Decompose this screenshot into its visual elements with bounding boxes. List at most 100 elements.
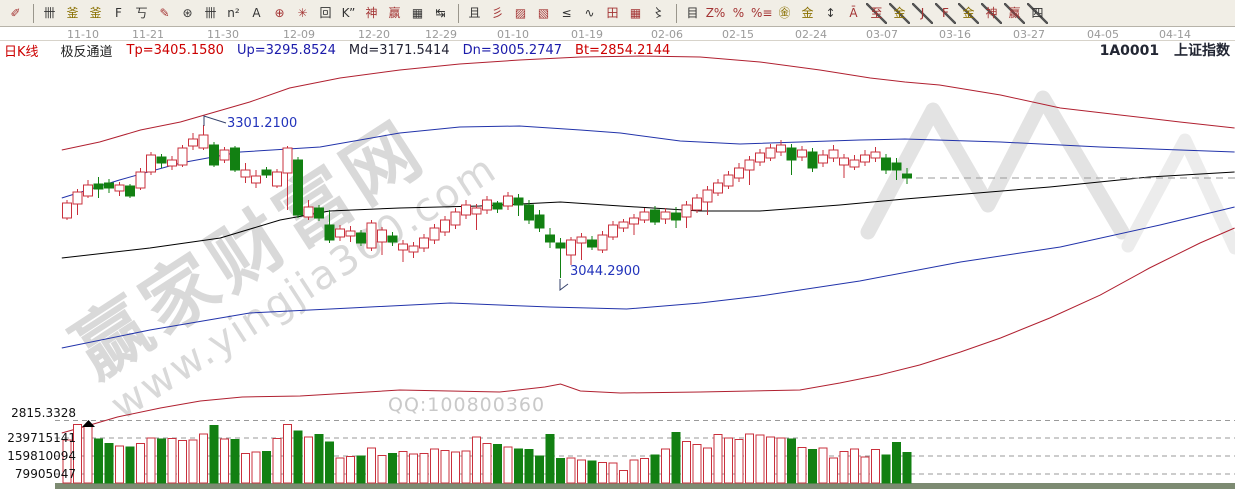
volume-bar [220, 438, 229, 484]
tool-icon-1-4[interactable]: 丂 [135, 5, 148, 20]
volume-bar [73, 423, 82, 484]
tool-icon-3-4[interactable]: ㊎ [778, 5, 791, 20]
candle-body [587, 239, 597, 248]
volume-bar [356, 455, 366, 484]
volume-bar [419, 452, 429, 484]
volume-bar [115, 445, 124, 484]
tool-icon-2-3[interactable]: ▧ [537, 5, 550, 20]
toolbar-separator [676, 3, 677, 23]
tool-icon-2-7[interactable]: ▦ [629, 5, 642, 20]
tool-icon-1-0[interactable]: 卌 [43, 5, 56, 20]
tool-icon-1-8[interactable]: n² [227, 5, 240, 20]
volume-bar [398, 451, 408, 484]
date-tick-03-16: 03-16 [939, 28, 971, 41]
tool-icon-2-6[interactable]: 田 [606, 5, 619, 20]
indicator-md-value: Md=3171.5414 [348, 43, 450, 58]
volume-bar [451, 451, 460, 484]
tool-icon-2-5[interactable]: ∿ [584, 5, 595, 20]
volume-bar [125, 446, 135, 484]
tool-icon-1-16[interactable]: ▦ [411, 5, 424, 20]
candle-body [860, 154, 870, 163]
candle-body [440, 219, 450, 233]
volume-bar [797, 446, 807, 484]
channel-line-Dn [61, 206, 1235, 349]
tool-icon-1-9[interactable]: A [252, 5, 261, 20]
tool-icon-3-12[interactable]: 金 [958, 2, 979, 24]
candle-body [209, 144, 219, 166]
volume-bar [325, 441, 334, 484]
tool-icon-1-15[interactable]: 赢 [388, 5, 401, 20]
candle-body [377, 229, 387, 243]
tool-icon-3-10[interactable]: J [912, 2, 933, 24]
indicator-up-value: Up=3295.8524 [236, 43, 336, 58]
date-axis: 11-10 11-21 11-30 12-09 12-20 12-29 01-10 01-19… [0, 28, 1235, 41]
tool-icon-3-14[interactable]: 赢 [1004, 2, 1025, 24]
candle-body [114, 184, 125, 192]
tool-icon-3-7[interactable]: Ā [849, 5, 858, 20]
candle-body [818, 154, 828, 164]
volume-bar [619, 470, 628, 484]
candle-body [849, 159, 860, 168]
watermark-zigzag [860, 90, 1130, 240]
tool-icon-1-6[interactable]: ⊛ [182, 5, 193, 20]
tool-icon-1-13[interactable]: K” [341, 5, 356, 20]
tool-icon-3-11[interactable]: F [935, 2, 956, 24]
volume-bar [272, 437, 282, 484]
tool-icon-2-1[interactable]: 彡 [491, 5, 504, 20]
toolbar-separator [458, 3, 459, 23]
candle-body [713, 182, 723, 194]
date-tick-11-30: 11-30 [207, 28, 239, 41]
candle-body [881, 157, 891, 171]
tool-icon-1-2[interactable]: 釜 [89, 5, 102, 20]
tool-icon-3-15[interactable]: 四 [1027, 2, 1048, 24]
tool-icon-3-6[interactable]: ↕ [825, 5, 836, 20]
tool-icon-1-14[interactable]: 神 [365, 5, 378, 20]
tool-icon-2-8[interactable]: 〻 [652, 5, 665, 20]
candle-body [513, 197, 524, 206]
tool-icon-1-10[interactable]: ⊕ [274, 5, 285, 20]
volume-baseline-strip [55, 483, 1235, 489]
tool-icon-2-0[interactable]: 且 [468, 5, 481, 20]
tool-icon-3-9[interactable]: 金 [889, 2, 910, 24]
tool-icon-3-3[interactable]: %≡ [751, 5, 773, 20]
candle-body [345, 230, 356, 237]
tool-icon-2-4[interactable]: ≤ [561, 5, 572, 20]
tool-icon-3-2[interactable]: % [732, 5, 745, 20]
tool-icon-3-5[interactable]: 金 [801, 5, 814, 20]
tool-icon-2-2[interactable]: ▨ [514, 5, 527, 20]
tool-icon-3-1[interactable]: Z% [705, 5, 726, 20]
tool-icon-1-11[interactable]: ✳ [297, 5, 308, 20]
candle-body [608, 224, 618, 238]
candle-body [482, 199, 492, 211]
candle-body [104, 182, 114, 189]
candle-body [503, 195, 513, 207]
drawing-toolbar: ✐ 卌釜釜 F 丂 ✎ ⊛ 卌 n² A ⊕ ✳ 回 K” 神赢 ▦ ↹ 且彡 ▨ ▧ ≤ ∿ 田 ▦ 〻目 Z%% %≡ ㊎金 ↕ Ā… [0, 0, 1235, 27]
candle-body [555, 242, 566, 249]
candle-body [566, 239, 576, 256]
candle-body [734, 167, 744, 179]
volume-bar [377, 455, 387, 484]
volume-bar [388, 452, 397, 484]
volume-scale-label-3: 79905047 [14, 467, 76, 481]
candle-body [198, 134, 209, 149]
volume-bar [62, 439, 72, 484]
candle-body [492, 202, 503, 210]
candle-body [72, 191, 83, 205]
tool-icon-1-7[interactable]: 卌 [204, 5, 217, 20]
volume-bar [230, 439, 240, 484]
tool-icon-3-0[interactable]: 目 [686, 5, 699, 20]
candle-body [156, 156, 167, 164]
tool-icon-1-12[interactable]: 回 [319, 5, 332, 20]
tool-icon-3-8[interactable]: 至 [866, 2, 887, 24]
volume-bar [608, 462, 618, 484]
tool-icon-1-17[interactable]: ↹ [435, 5, 446, 20]
candle-body [776, 144, 786, 153]
tool-icon-1-1[interactable]: 釜 [66, 5, 79, 20]
symbol-header: 1A0001 上证指数 [1090, 40, 1230, 60]
tool-icon-3-13[interactable]: 神 [981, 2, 1002, 24]
tool-icon-1-5[interactable]: ✎ [159, 5, 170, 20]
tool-icon-1-3[interactable]: F [115, 5, 122, 20]
candle-body [870, 151, 881, 159]
tool-icon-0-0[interactable]: ✐ [10, 5, 21, 20]
